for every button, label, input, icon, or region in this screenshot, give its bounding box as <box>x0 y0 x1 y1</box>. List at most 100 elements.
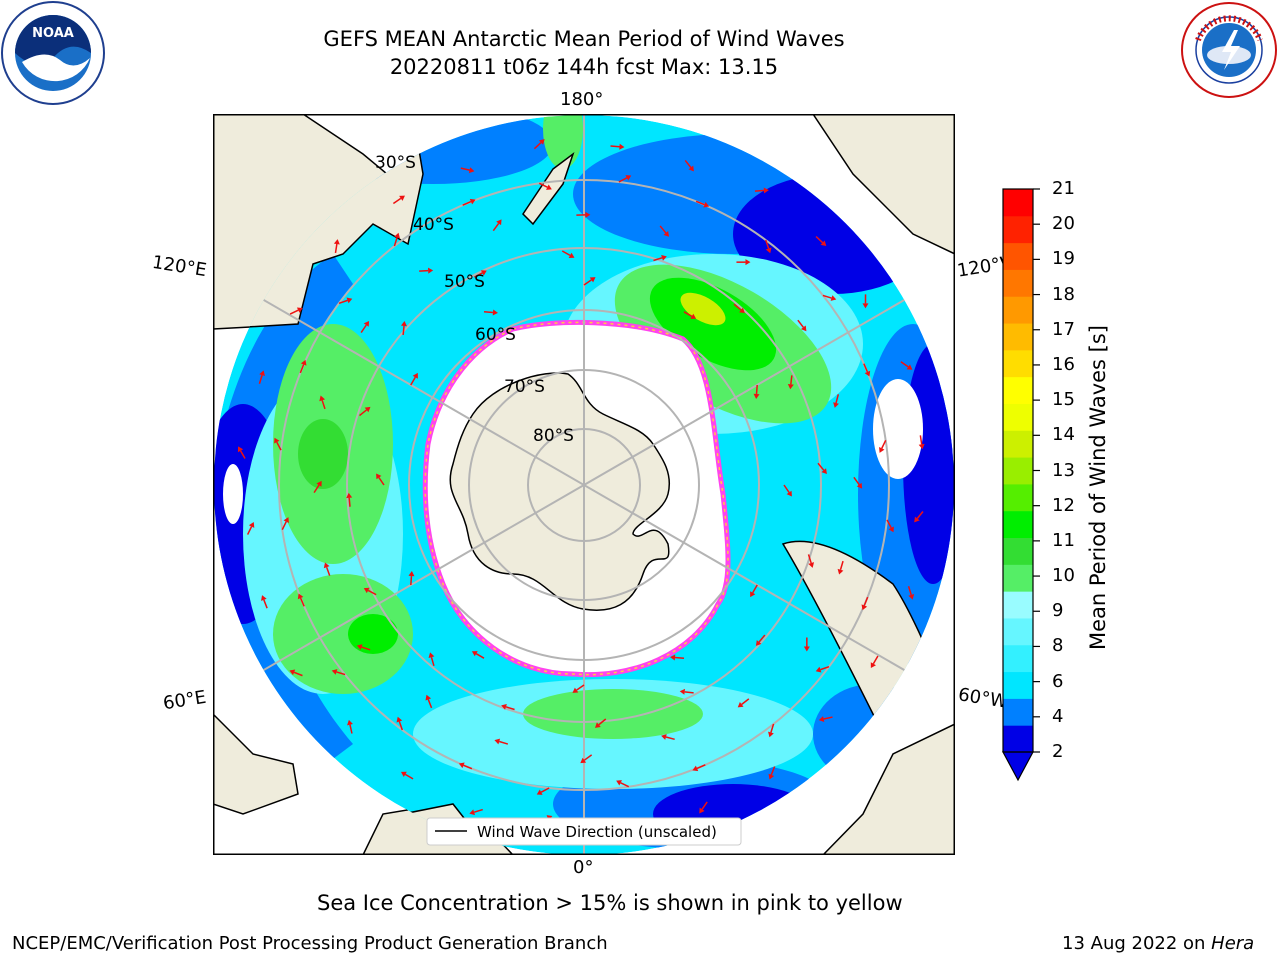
colorbar-tick-label: 19 <box>1052 248 1075 270</box>
wind-wave-arrow <box>900 361 913 370</box>
colorbar-tick-label: 6 <box>1052 670 1064 692</box>
wind-wave-arrow <box>914 511 924 523</box>
colorbar-segment <box>1003 349 1033 378</box>
colorbar-tick-label: 21 <box>1052 178 1075 199</box>
wind-wave-arrow <box>797 319 807 332</box>
wind-wave-arrow <box>458 762 473 770</box>
wind-wave-arrow <box>818 716 833 722</box>
nws-logo <box>1181 2 1277 98</box>
colorbar-segment <box>1003 725 1033 753</box>
colorbar-tick-label: 17 <box>1052 318 1075 340</box>
wind-wave-arrow <box>583 277 596 286</box>
lat-label-70s: 70°S <box>504 377 545 397</box>
colorbar-tick-label: 15 <box>1052 389 1075 411</box>
colorbar-tick-label: 2 <box>1052 741 1064 762</box>
lat-label-40s: 40°S <box>413 215 454 235</box>
wind-wave-arrow <box>736 259 751 266</box>
wind-wave-arrow <box>753 384 760 399</box>
colorbar-tick-label: 9 <box>1052 600 1064 622</box>
wind-wave-arrow <box>363 587 377 596</box>
wind-wave-arrow <box>861 596 869 611</box>
footer-date-text: 13 Aug 2022 on <box>1062 933 1212 954</box>
wind-wave-arrow <box>299 359 307 374</box>
colorbar-tick-label: 4 <box>1052 705 1064 727</box>
wind-wave-arrow <box>661 734 675 741</box>
map-subtitle: 20220811 t06z 144h fcst Max: 13.15 <box>389 55 779 79</box>
wind-wave-arrow <box>755 634 766 646</box>
colorbar-segment <box>1003 591 1033 619</box>
wind-wave-arrow <box>346 492 353 507</box>
wind-wave-arrow <box>313 480 322 494</box>
colorbar-tick-label: 18 <box>1052 283 1075 305</box>
colorbar-segment <box>1003 537 1033 565</box>
wind-wave-arrow <box>393 232 400 247</box>
wind-wave-arrow <box>764 239 772 254</box>
longitude-lines <box>242 115 926 855</box>
wind-wave-arrow <box>237 446 246 459</box>
colorbar-segment <box>1003 510 1033 539</box>
antarctica-land <box>449 372 670 611</box>
wind-wave-arrow <box>469 808 483 816</box>
wind-wave-arrow <box>610 143 625 150</box>
svg-text:NOAA: NOAA <box>32 26 74 41</box>
wind-wave-arrow <box>653 254 667 262</box>
colorbar-segment <box>1003 698 1033 726</box>
antarctic-map: 30°S 40°S 50°S 60°S 70°S 80°S Wind Wave … <box>213 114 955 855</box>
wind-wave-arrow <box>815 235 827 247</box>
colorbar-tick-label: 12 <box>1052 494 1075 516</box>
colorbar-segment <box>1003 430 1033 458</box>
wind-wave-arrow <box>733 303 745 314</box>
wind-wave-arrow <box>331 669 346 676</box>
wind-wave-arrow <box>356 644 371 651</box>
colorbar-segment <box>1003 296 1033 324</box>
footer-date: 13 Aug 2022 on Hera <box>1062 933 1254 954</box>
wind-wave-arrow <box>392 195 405 205</box>
wind-wave-arrow <box>359 406 371 417</box>
wind-wave-arrow <box>410 372 418 386</box>
wind-wave-arrow <box>576 211 591 218</box>
colorbar-segment <box>1003 483 1033 512</box>
wind-wave-arrow <box>754 187 769 194</box>
wind-wave-arrow <box>538 182 552 190</box>
map-legend: Wind Wave Direction (unscaled) <box>426 817 742 846</box>
colorbar-extend-arrow <box>1001 751 1035 782</box>
wind-wave-arrow <box>289 669 303 677</box>
wind-wave-arrow <box>750 584 758 598</box>
colorbar-segments <box>1003 189 1033 753</box>
wind-wave-arrow <box>833 394 840 408</box>
noaa-logo: NOAA <box>1 1 105 105</box>
wind-wave-arrow <box>907 586 915 600</box>
wind-wave-arrow <box>274 437 282 451</box>
colorbar-segment <box>1003 564 1033 592</box>
colorbar-segment <box>1003 644 1033 673</box>
wind-wave-arrow <box>319 395 326 410</box>
wind-wave-arrow <box>837 560 844 575</box>
map-title: GEFS MEAN Antarctic Mean Period of Wind … <box>323 27 845 51</box>
wind-wave-arrow <box>618 175 632 183</box>
wind-wave-arrow <box>492 219 502 232</box>
wind-wave-arrow <box>684 159 694 172</box>
wind-wave-arrow <box>338 297 353 305</box>
colorbar-segment <box>1003 242 1033 270</box>
wind-wave-arrow <box>561 250 575 259</box>
wind-wave-arrow <box>695 200 710 208</box>
colorbar-tick-label: 10 <box>1052 565 1075 587</box>
wind-wave-arrow <box>783 484 792 497</box>
footer-credit: NCEP/EMC/Verification Post Processing Pr… <box>12 933 608 954</box>
wind-wave-arrow <box>699 801 708 814</box>
colorbar-tick-label: 11 <box>1052 529 1075 551</box>
wind-wave-arrow <box>408 571 415 586</box>
wind-wave-arrow <box>870 655 879 669</box>
colorbar-segment <box>1003 617 1033 646</box>
colorbar-segment <box>1003 671 1033 699</box>
colorbar-segment <box>1003 189 1033 217</box>
wind-wave-arrow <box>360 320 370 333</box>
colorbar-segment <box>1003 376 1033 404</box>
lon-label-180: 180° <box>560 89 604 110</box>
wind-wave-arrow <box>863 363 871 377</box>
colorbar-tick-label: 20 <box>1052 213 1075 235</box>
wind-wave-arrow <box>428 652 435 667</box>
lat-label-60s: 60°S <box>475 325 516 345</box>
wind-wave-arrows <box>237 139 925 826</box>
lat-label-80s: 80°S <box>533 426 574 446</box>
